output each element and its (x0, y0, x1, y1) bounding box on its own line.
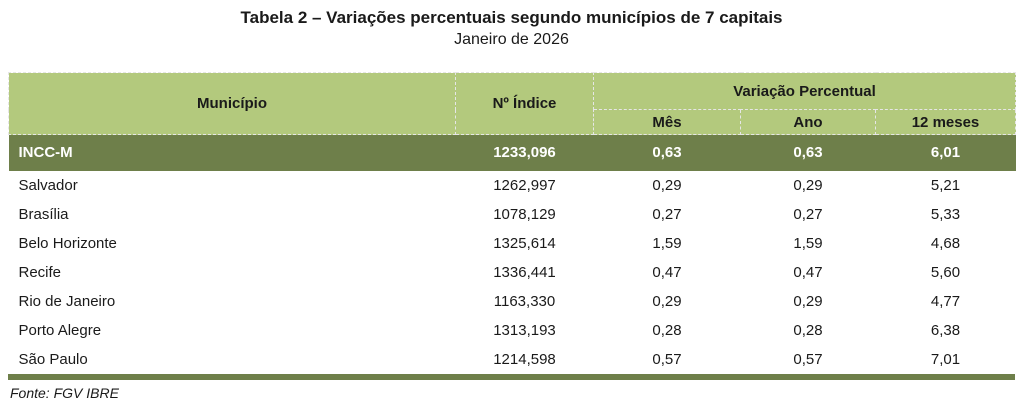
12meses-cell: 6,01 (875, 134, 1016, 171)
table-title: Tabela 2 – Variações percentuais segundo… (240, 8, 783, 27)
mes-cell: 0,47 (593, 257, 741, 287)
municipio-cell: São Paulo (8, 344, 456, 374)
ano-cell: 0,63 (740, 134, 876, 171)
ano-cell: 0,57 (740, 344, 876, 374)
table-container: Município Nº Índice Variação Percentual … (8, 72, 1017, 374)
municipio-cell: Brasília (8, 199, 456, 229)
municipio-cell: Salvador (8, 170, 456, 200)
table-row: Belo Horizonte 1325,614 1,59 1,59 4,68 (8, 228, 1016, 258)
indice-cell: 1325,614 (455, 228, 594, 258)
12meses-cell: 5,33 (875, 199, 1016, 229)
header-row-sub: Mês Ano 12 meses (9, 109, 1017, 135)
highlight-row-incc-m: INCC-M 1233,096 0,63 0,63 6,01 (8, 134, 1016, 171)
table-row: Rio de Janeiro 1163,330 0,29 0,29 4,77 (8, 286, 1016, 316)
indice-cell: 1336,441 (455, 257, 594, 287)
table-row: Porto Alegre 1313,193 0,28 0,28 6,38 (8, 315, 1016, 345)
ano-cell: 0,47 (740, 257, 876, 287)
municipio-cell: INCC-M (8, 134, 456, 171)
12meses-cell: 4,77 (875, 286, 1016, 316)
title-block: Tabela 2 – Variações percentuais segundo… (0, 0, 1023, 50)
source-note: Fonte: FGV IBRE (10, 384, 119, 401)
ano-cell: 0,28 (740, 315, 876, 345)
column-header-mes: Mês (593, 109, 741, 135)
column-header-ano: Ano (740, 109, 876, 135)
12meses-cell: 6,38 (875, 315, 1016, 345)
column-header-variacao: Variação Percentual (592, 72, 1017, 110)
mes-cell: 0,63 (593, 134, 741, 171)
table-row: Recife 1336,441 0,47 0,47 5,60 (8, 257, 1016, 287)
municipio-cell: Rio de Janeiro (8, 286, 456, 316)
column-header-12meses: 12 meses (874, 109, 1017, 135)
data-table: Município Nº Índice Variação Percentual … (8, 72, 1017, 374)
mes-cell: 0,28 (593, 315, 741, 345)
municipio-cell: Porto Alegre (8, 315, 456, 345)
table-bottom-rule (8, 373, 1015, 380)
indice-cell: 1214,598 (455, 344, 594, 374)
indice-cell: 1163,330 (455, 286, 594, 316)
mes-cell: 0,29 (593, 286, 741, 316)
mes-cell: 1,59 (593, 228, 741, 258)
12meses-cell: 4,68 (875, 228, 1016, 258)
mes-cell: 0,57 (593, 344, 741, 374)
municipio-cell: Recife (8, 257, 456, 287)
table-subtitle: Janeiro de 2026 (454, 31, 569, 48)
indice-cell: 1313,193 (455, 315, 594, 345)
12meses-cell: 7,01 (875, 344, 1016, 374)
ano-cell: 1,59 (740, 228, 876, 258)
ano-cell: 0,29 (740, 286, 876, 316)
indice-cell: 1233,096 (455, 134, 594, 171)
12meses-cell: 5,21 (875, 170, 1016, 200)
table-row: Brasília 1078,129 0,27 0,27 5,33 (8, 199, 1016, 229)
mes-cell: 0,29 (593, 170, 741, 200)
municipio-cell: Belo Horizonte (8, 228, 456, 258)
table-body: INCC-M 1233,096 0,63 0,63 6,01 Salvador 1… (8, 134, 1016, 374)
indice-cell: 1262,997 (455, 170, 594, 200)
12meses-cell: 5,60 (875, 257, 1016, 287)
mes-cell: 0,27 (593, 199, 741, 229)
table-row: Salvador 1262,997 0,29 0,29 5,21 (8, 170, 1016, 200)
ano-cell: 0,29 (740, 170, 876, 200)
indice-cell: 1078,129 (455, 199, 594, 229)
table-row: São Paulo 1214,598 0,57 0,57 7,01 (8, 344, 1016, 374)
column-header-municipio: Município (8, 72, 456, 135)
ano-cell: 0,27 (740, 199, 876, 229)
column-header-indice: Nº Índice (455, 72, 594, 135)
table-header: Município Nº Índice Variação Percentual … (8, 72, 1017, 135)
header-row-top: Município Nº Índice Variação Percentual (8, 72, 1017, 135)
